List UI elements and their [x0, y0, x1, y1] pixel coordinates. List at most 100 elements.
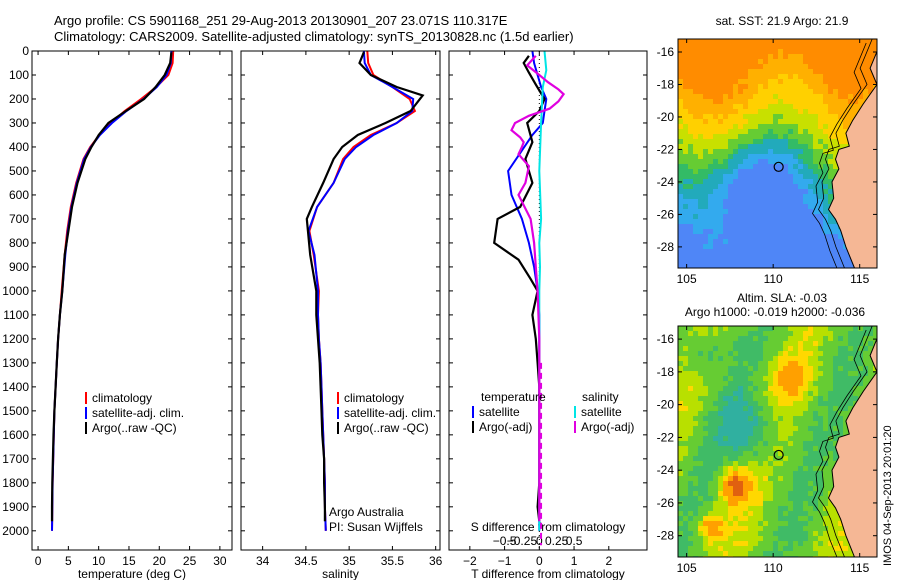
map-cell — [678, 164, 683, 169]
x-tick-label: 115 — [850, 561, 869, 575]
map-cell — [688, 124, 693, 129]
map-cell — [678, 59, 683, 64]
map-cell — [718, 49, 723, 54]
map-cell — [703, 144, 708, 149]
map-cell — [703, 496, 708, 501]
map-cell — [728, 49, 733, 54]
map-cell — [788, 331, 793, 336]
map-cell — [683, 446, 688, 451]
map-cell — [808, 456, 813, 461]
map-cell — [688, 386, 693, 391]
map-cell — [828, 69, 833, 74]
map-cell — [838, 551, 843, 556]
map-cell — [793, 491, 798, 496]
map-cell — [818, 396, 823, 401]
map-cell — [718, 144, 723, 149]
map-cell — [788, 244, 793, 249]
map-cell — [753, 441, 758, 446]
map-cell — [793, 194, 798, 199]
map-cell — [723, 436, 728, 441]
map-cell — [803, 144, 808, 149]
map-cell — [813, 456, 818, 461]
map-cell — [718, 64, 723, 69]
map-cell — [763, 436, 768, 441]
map-cell — [783, 244, 788, 249]
map-cell — [748, 536, 753, 541]
map-cell — [753, 204, 758, 209]
x-tick-label: 30 — [213, 554, 227, 568]
map-cell — [678, 381, 683, 386]
map-cell — [823, 84, 828, 89]
map-cell — [773, 114, 778, 119]
map-cell — [818, 401, 823, 406]
map-cell — [713, 521, 718, 526]
map-cell — [818, 199, 823, 204]
map-cell — [778, 436, 783, 441]
map-cell — [753, 214, 758, 219]
map-cell — [738, 521, 743, 526]
map-cell — [813, 239, 818, 244]
map-cell — [738, 516, 743, 521]
map-cell — [683, 531, 688, 536]
map-cell — [693, 376, 698, 381]
map-cell — [723, 351, 728, 356]
map-cell — [718, 149, 723, 154]
map-cell — [728, 346, 733, 351]
map-cell — [843, 84, 848, 89]
map-cell — [693, 219, 698, 224]
map-cell — [723, 149, 728, 154]
map-cell — [753, 74, 758, 79]
map-cell — [793, 249, 798, 254]
map-cell — [808, 406, 813, 411]
map-cell — [753, 456, 758, 461]
map-cell — [843, 356, 848, 361]
map-cell — [773, 194, 778, 199]
map-cell — [738, 169, 743, 174]
map-cell — [773, 441, 778, 446]
map-cell — [733, 536, 738, 541]
map-cell — [683, 174, 688, 179]
map-cell — [738, 174, 743, 179]
map-cell — [803, 431, 808, 436]
map-cell — [783, 551, 788, 556]
x-tick-label: 5 — [65, 554, 72, 568]
map-cell — [823, 536, 828, 541]
map-cell — [788, 436, 793, 441]
map-cell — [748, 541, 753, 546]
map-cell — [828, 351, 833, 356]
map-cell — [728, 506, 733, 511]
map-cell — [808, 249, 813, 254]
map-cell — [678, 371, 683, 376]
map-cell — [788, 84, 793, 89]
map-cell — [768, 214, 773, 219]
map-cell — [798, 446, 803, 451]
map-cell — [753, 336, 758, 341]
map-cell — [783, 446, 788, 451]
map-cell — [693, 421, 698, 426]
map-cell — [768, 184, 773, 189]
map-cell — [708, 84, 713, 89]
map-cell — [843, 109, 848, 114]
map-cell — [758, 541, 763, 546]
map-cell — [788, 194, 793, 199]
map-cell — [798, 336, 803, 341]
map-cell — [718, 421, 723, 426]
map-cell — [788, 39, 793, 44]
map-cell — [723, 481, 728, 486]
map-cell — [683, 506, 688, 511]
map-cell — [833, 89, 838, 94]
map-cell — [698, 149, 703, 154]
map-cell — [813, 149, 818, 154]
map-cell — [753, 546, 758, 551]
map-cell — [778, 366, 783, 371]
map-cell — [703, 249, 708, 254]
map-cell — [708, 189, 713, 194]
map-cell — [833, 366, 838, 371]
map-cell — [703, 476, 708, 481]
map-cell — [803, 174, 808, 179]
map-cell — [828, 346, 833, 351]
map-title: sat. SST: 21.9 Argo: 21.9 — [716, 14, 849, 28]
map-cell — [718, 381, 723, 386]
map-cell — [813, 229, 818, 234]
map-cell — [808, 521, 813, 526]
